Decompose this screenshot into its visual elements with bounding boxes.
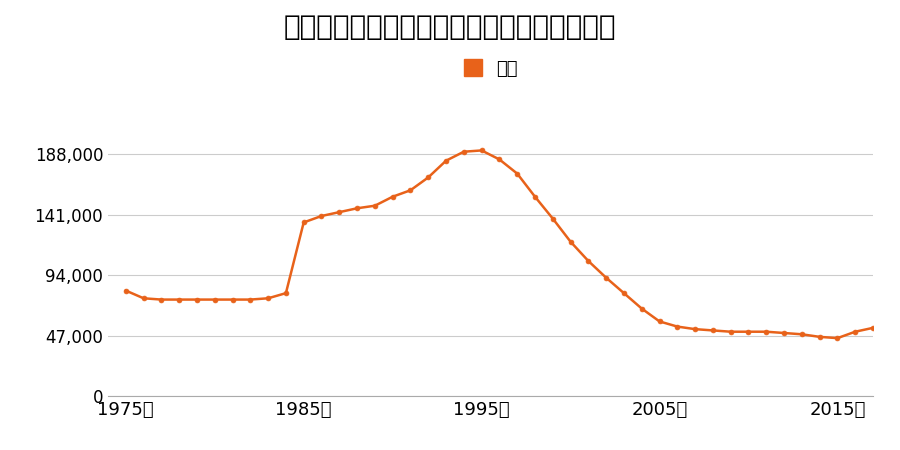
Legend: 価格: 価格 xyxy=(464,59,518,78)
Text: 福島県いわき市植田町本町３２番の地価推移: 福島県いわき市植田町本町３２番の地価推移 xyxy=(284,14,616,41)
